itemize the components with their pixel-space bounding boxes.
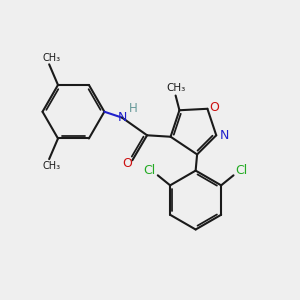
- Text: N: N: [117, 111, 127, 124]
- Text: H: H: [129, 102, 138, 115]
- Text: CH₃: CH₃: [42, 161, 61, 171]
- Text: N: N: [220, 129, 229, 142]
- Text: CH₃: CH₃: [42, 52, 61, 63]
- Text: O: O: [122, 157, 132, 170]
- Text: Cl: Cl: [143, 164, 156, 177]
- Text: O: O: [209, 101, 219, 114]
- Text: CH₃: CH₃: [166, 82, 185, 93]
- Text: Cl: Cl: [236, 164, 248, 177]
